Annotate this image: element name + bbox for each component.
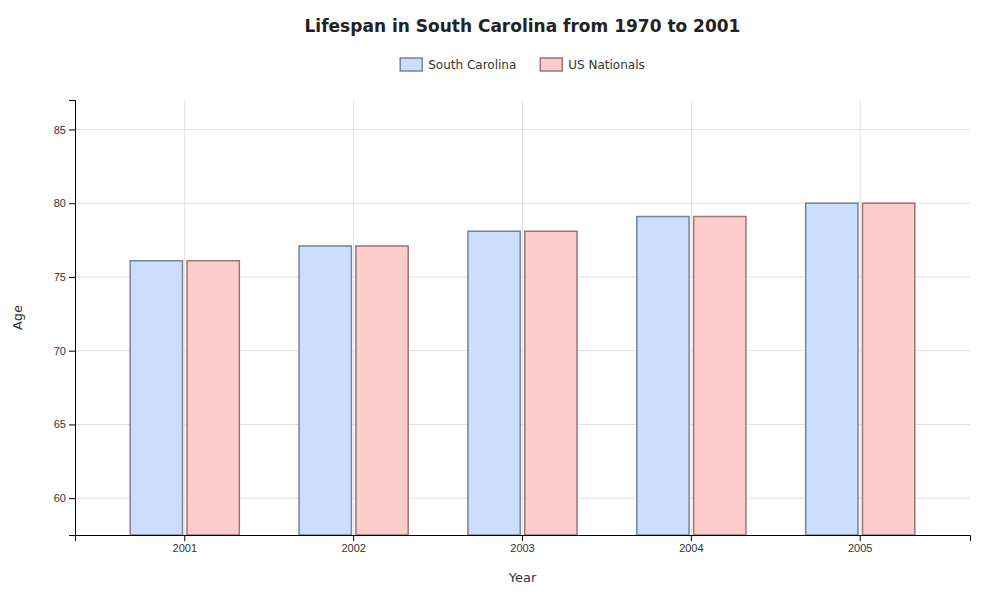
tick: 2005	[848, 535, 872, 554]
bar-series	[187, 203, 915, 535]
tick-label: 2001	[173, 542, 197, 554]
tick: 80	[54, 197, 75, 209]
tick-mark	[353, 535, 354, 541]
bar	[356, 246, 408, 535]
tick-label: 2003	[510, 542, 534, 554]
tick-label: 65	[54, 418, 66, 430]
tick-label: 60	[54, 492, 66, 504]
grid-line	[184, 100, 185, 535]
bar	[525, 231, 577, 535]
bar	[637, 216, 689, 535]
tick-label: 2005	[848, 542, 872, 554]
tick-mark	[860, 535, 861, 541]
tick: 75	[54, 271, 75, 283]
tick-mark	[184, 535, 185, 541]
tick-label: 75	[54, 271, 66, 283]
tick: 2001	[173, 535, 197, 554]
tick: 85	[54, 124, 75, 136]
y-axis-title: Age	[10, 305, 25, 330]
legend-item: US Nationals	[540, 58, 644, 72]
bar	[130, 261, 182, 535]
tick-mark	[69, 129, 75, 130]
y-axis: 60 65 70 75 80 85	[54, 101, 76, 536]
bar	[806, 203, 858, 535]
legend-label: US Nationals	[568, 58, 644, 72]
legend: South Carolina US Nationals	[400, 58, 645, 72]
tick-mark	[69, 351, 75, 352]
legend-swatch	[400, 58, 422, 71]
tick-mark	[69, 498, 75, 499]
grid-line	[522, 100, 523, 535]
title: Lifespan in South Carolina from 1970 to …	[305, 16, 741, 36]
tick-mark	[69, 277, 75, 278]
tick-mark	[691, 535, 692, 541]
bar-series	[130, 203, 858, 535]
tick-label: 2004	[679, 542, 703, 554]
x-axis-title: Year	[508, 570, 537, 585]
x-axis: 2001 2002 2003 2004 2005	[76, 535, 971, 554]
bars	[130, 203, 915, 535]
bar	[468, 231, 520, 535]
axis-line	[76, 536, 971, 542]
tick-mark	[69, 424, 75, 425]
bar	[187, 261, 239, 535]
legend-label: South Carolina	[428, 58, 516, 72]
axis-line	[69, 101, 76, 536]
tick: 70	[54, 345, 75, 357]
bar	[694, 216, 746, 535]
plot: 2001 2002 2003 2004 2005 60 65 70 75 80 85	[54, 100, 971, 554]
tick: 2002	[341, 535, 365, 554]
tick: 65	[54, 418, 75, 430]
grid-line	[691, 100, 692, 535]
legend-item: South Carolina	[400, 58, 516, 72]
tick: 2003	[510, 535, 534, 554]
legend-swatch	[540, 58, 562, 71]
grid	[75, 100, 970, 535]
tick-mark	[69, 203, 75, 204]
tick: 60	[54, 492, 75, 504]
bar	[299, 246, 351, 535]
tick: 2004	[679, 535, 703, 554]
grid-line	[860, 100, 861, 535]
grid-line	[353, 100, 354, 535]
tick-label: 80	[54, 197, 66, 209]
tick-label: 70	[54, 345, 66, 357]
tick-label: 85	[54, 124, 66, 136]
chart: 2001 2002 2003 2004 2005 60 65 70 75 80 85 Year Age L…	[0, 0, 1000, 600]
bar	[863, 203, 915, 535]
tick-mark	[522, 535, 523, 541]
tick-label: 2002	[341, 542, 365, 554]
